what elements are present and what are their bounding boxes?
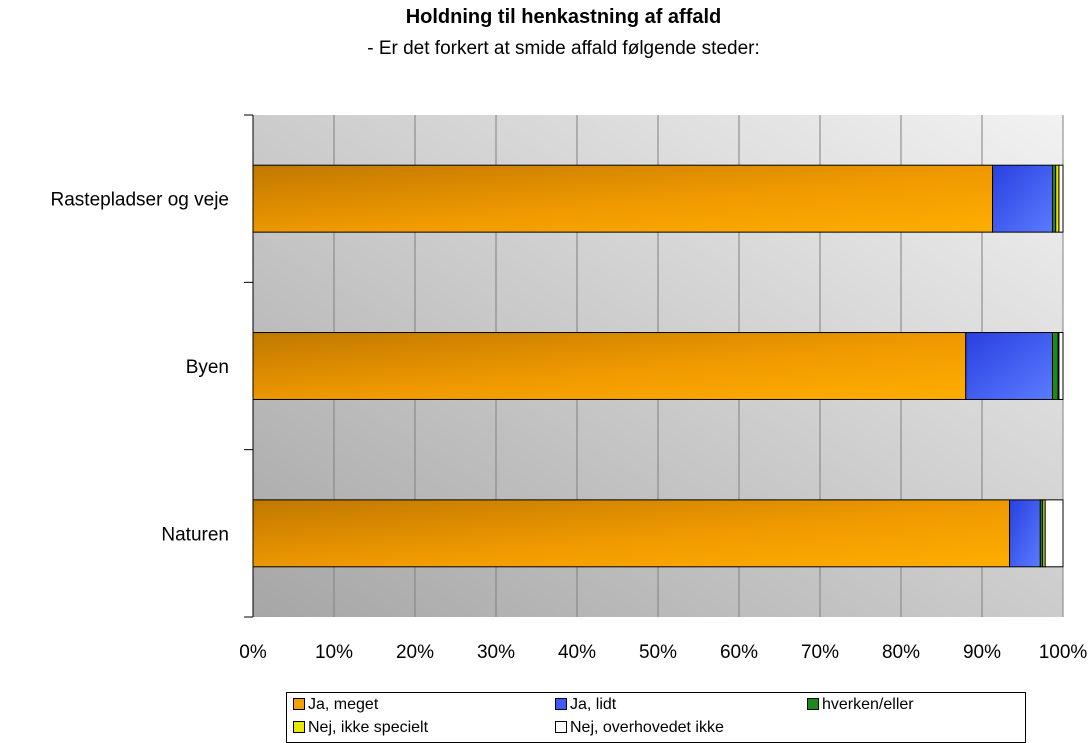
bar-segment (252, 164, 994, 233)
bar-segment (992, 164, 1053, 233)
bar-segment (965, 332, 1053, 400)
bar-segment (1058, 164, 1064, 233)
bar-segment (1044, 499, 1064, 568)
bar-segment (1009, 499, 1041, 568)
x-tick-label: 40% (558, 642, 596, 663)
bar-segment (252, 499, 1011, 568)
x-tick-label: 10% (315, 642, 353, 663)
legend-item: Ja, lidt (555, 696, 616, 714)
x-tick-label: 0% (239, 642, 267, 663)
legend-item: Ja, meget (293, 696, 378, 714)
x-tick-label: 60% (720, 642, 758, 663)
legend-label: Nej, ikke specielt (308, 719, 429, 736)
x-tick-label: 30% (477, 642, 515, 663)
chart-title: Holdning til henkastning af affald (405, 6, 722, 28)
bar-segment (1051, 332, 1059, 400)
x-tick-label: 50% (639, 642, 677, 663)
legend-label: Ja, lidt (570, 696, 617, 713)
legend-swatch (555, 721, 567, 733)
legend-item: hverken/eller (807, 696, 914, 714)
category-label: Naturen (161, 524, 229, 545)
legend-swatch (807, 698, 819, 710)
bar-segment (252, 332, 967, 400)
legend-item: Nej, ikke specielt (293, 719, 428, 737)
category-label: Byen (186, 357, 229, 378)
x-tick-label: 70% (801, 642, 839, 663)
chart-subtitle: - Er det forkert at smide affald følgend… (367, 38, 760, 59)
legend-item: Nej, overhovedet ikke (555, 719, 724, 737)
x-tick-label: 90% (963, 642, 1001, 663)
x-tick-label: 20% (396, 642, 434, 663)
legend-label: hverken/eller (822, 696, 914, 713)
x-tick-label: 80% (882, 642, 920, 663)
legend-swatch (293, 721, 305, 733)
bar-segment (1058, 332, 1064, 400)
legend-swatch (293, 698, 305, 710)
chart-legend: Ja, meget Ja, lidt hverken/eller Nej, ikke … (286, 692, 1026, 743)
category-label: Rastepladser og veje (51, 190, 230, 211)
legend-label: Ja, meget (308, 696, 379, 713)
x-tick-label: 100% (1039, 642, 1088, 663)
stacked-bar-chart: 0% 10% 20% 30% 40% 50% 60% 70% 80% 90% 100% Rastepl… (51, 114, 1088, 663)
legend-label: Nej, overhovedet ikke (570, 719, 724, 736)
legend-swatch (555, 698, 567, 710)
